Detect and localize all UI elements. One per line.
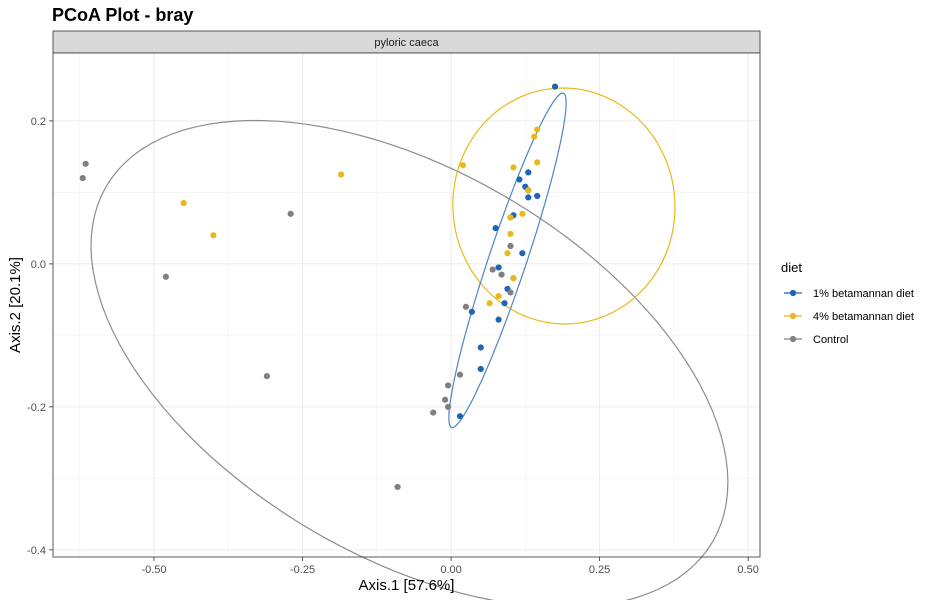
point-control [82, 160, 89, 167]
point-4-betamannan-diet [534, 126, 541, 133]
legend-label: 1% betamannan diet [813, 288, 914, 300]
x-tick-label: -0.50 [141, 564, 166, 576]
point-4-betamannan-diet [534, 159, 541, 166]
ellipse-1-betamannan-diet [448, 92, 567, 429]
point-4-betamannan-diet [510, 164, 517, 171]
legend-title: diet [781, 260, 802, 275]
point-control [507, 289, 514, 296]
point-4-betamannan-diet [531, 133, 538, 140]
legend-item-4-betamannan-diet: 4% betamannan diet [784, 311, 914, 323]
point-1-betamannan-diet [516, 176, 523, 183]
point-control [162, 273, 169, 280]
chart-title: PCoA Plot - bray [52, 5, 193, 25]
point-1-betamannan-diet [477, 344, 484, 351]
y-tick-label: -0.4 [27, 545, 46, 557]
legend-item-1-betamannan-diet: 1% betamannan diet [784, 288, 914, 300]
point-1-betamannan-diet [492, 225, 499, 232]
confidence-ellipses [90, 87, 729, 600]
y-axis-title: Axis.2 [20.1%] [7, 257, 24, 353]
point-1-betamannan-diet [525, 169, 532, 176]
point-control [394, 483, 401, 491]
y-tick-label: -0.2 [27, 402, 46, 414]
x-tick-label: 0.00 [440, 564, 461, 576]
plot-panel-border [52, 52, 761, 558]
point-control [498, 271, 505, 278]
point-1-betamannan-diet [477, 365, 484, 373]
point-4-betamannan-diet [338, 171, 345, 178]
point-1-betamannan-diet [551, 83, 559, 90]
legend-item-control: Control [784, 334, 848, 346]
point-1-betamannan-diet [501, 300, 508, 307]
legend-key-point [789, 312, 797, 320]
point-control [263, 373, 270, 380]
ellipse-control [90, 119, 729, 600]
point-4-betamannan-diet [495, 292, 502, 300]
point-control [287, 210, 294, 217]
point-4-betamannan-diet [180, 200, 187, 207]
point-4-betamannan-diet [486, 300, 493, 307]
point-4-betamannan-diet [510, 275, 517, 282]
x-axis-title: Axis.1 [57.6%] [359, 577, 455, 594]
point-4-betamannan-diet [525, 187, 532, 194]
point-1-betamannan-diet [495, 316, 502, 323]
legend-key-point [789, 289, 797, 297]
legend-label: Control [813, 334, 848, 346]
point-control [462, 303, 470, 310]
point-4-betamannan-diet [507, 214, 514, 221]
point-4-betamannan-diet [210, 232, 217, 239]
y-axis: -0.4 -0.2 0.0 0.2 [27, 116, 53, 557]
x-tick-label: 0.25 [589, 564, 610, 576]
point-1-betamannan-diet [495, 264, 502, 271]
point-control [442, 396, 449, 403]
legend: diet 1% betamannan diet 4% betamannan die… [781, 260, 914, 346]
point-control [444, 382, 452, 389]
point-control [456, 371, 464, 378]
ellipse-4-betamannan-diet [452, 87, 676, 325]
x-tick-label: 0.50 [737, 564, 758, 576]
point-4-betamannan-diet [507, 230, 514, 237]
point-4-betamannan-diet [459, 162, 467, 169]
x-axis: -0.50 -0.25 0.00 0.25 0.50 [141, 557, 759, 576]
point-1-betamannan-diet [456, 413, 464, 420]
x-tick-label: -0.25 [290, 564, 315, 576]
point-4-betamannan-diet [519, 210, 526, 217]
point-control [489, 266, 496, 273]
y-tick-label: 0.0 [31, 259, 46, 271]
legend-key-point [789, 335, 797, 343]
y-tick-label: 0.2 [31, 116, 46, 128]
data-points [79, 83, 559, 491]
facet-label: pyloric caeca [374, 37, 439, 49]
legend-label: 4% betamannan diet [813, 311, 914, 323]
point-control [430, 409, 437, 416]
point-1-betamannan-diet [525, 194, 532, 201]
point-control [444, 403, 452, 410]
point-1-betamannan-diet [468, 308, 475, 315]
point-control [79, 175, 86, 182]
point-1-betamannan-diet [519, 250, 526, 257]
plot-panel [53, 53, 760, 557]
grid-lines [53, 53, 760, 557]
point-control [507, 242, 514, 250]
point-1-betamannan-diet [534, 192, 541, 200]
point-4-betamannan-diet [504, 250, 511, 257]
